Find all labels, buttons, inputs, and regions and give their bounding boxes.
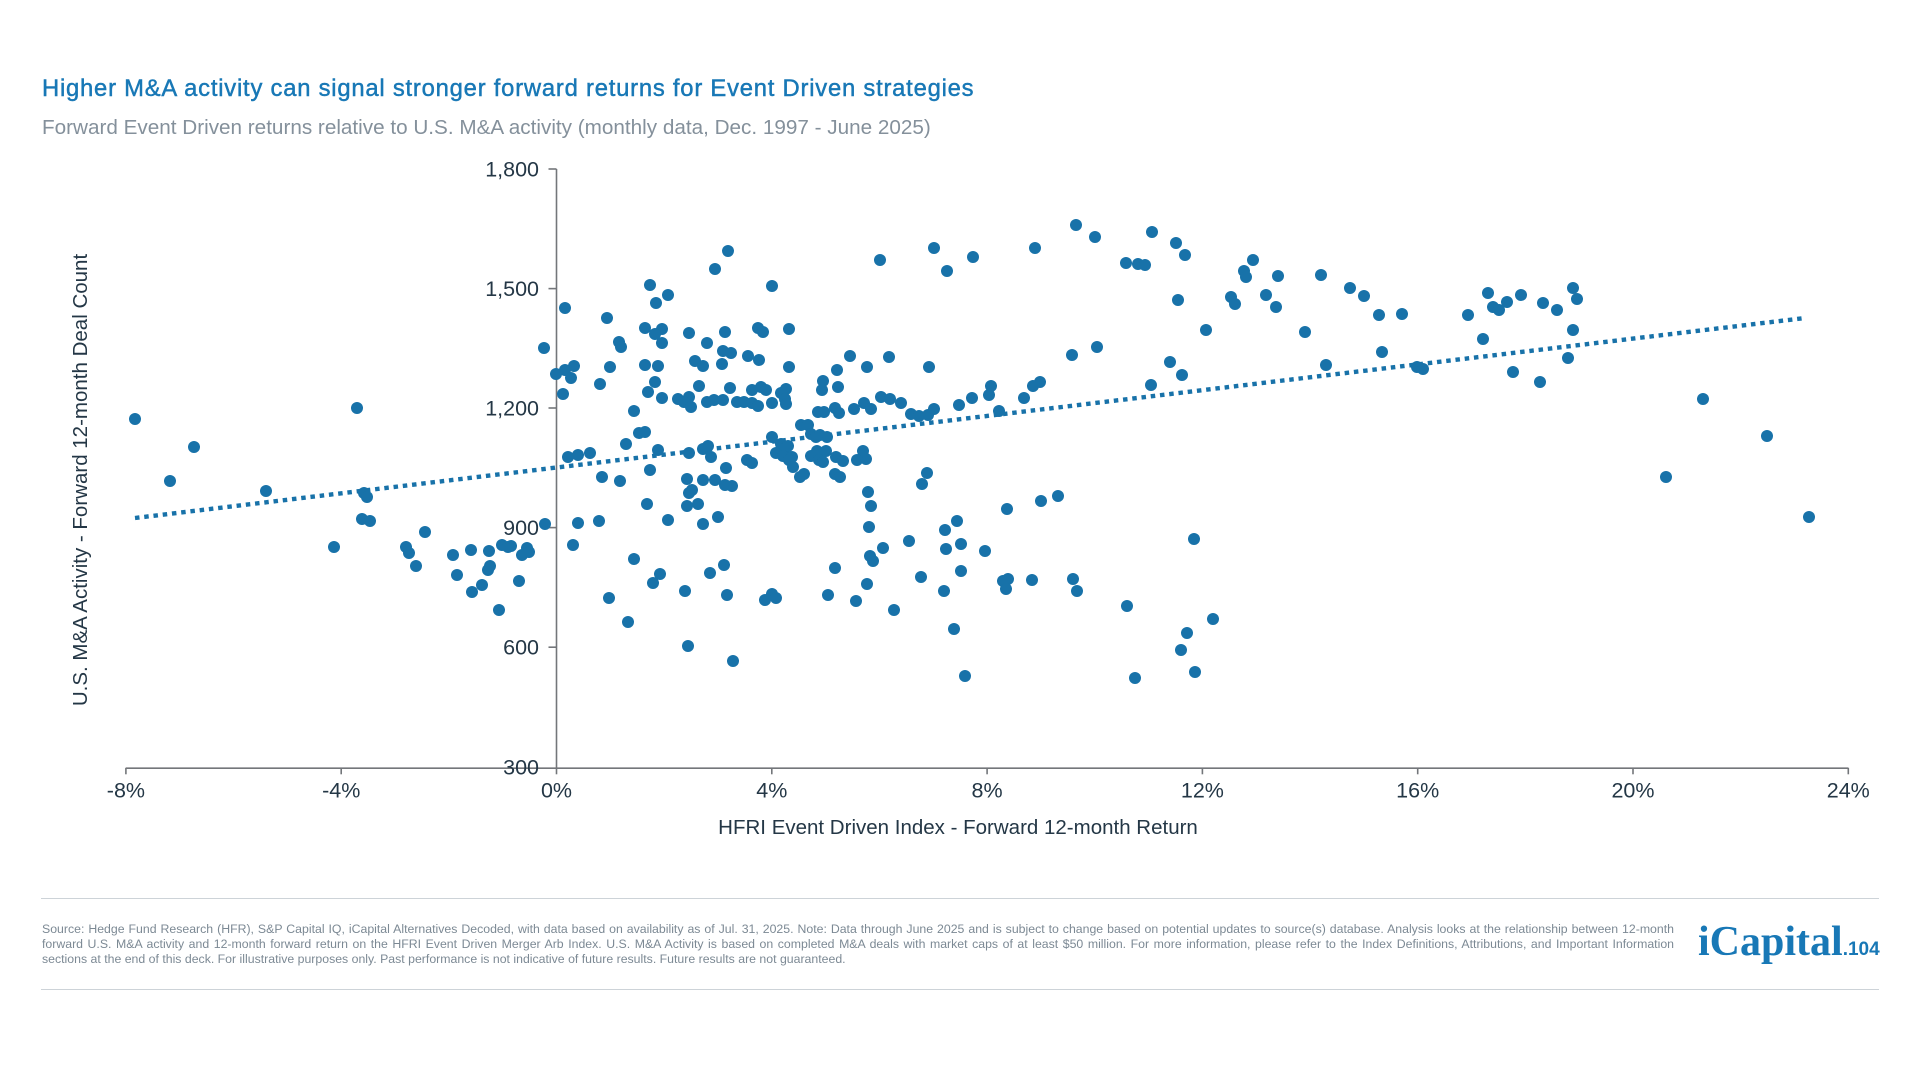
- svg-text:600: 600: [503, 636, 539, 660]
- svg-text:24%: 24%: [1827, 779, 1870, 803]
- svg-text:-4%: -4%: [322, 779, 360, 803]
- svg-text:1,500: 1,500: [485, 277, 539, 301]
- svg-text:HFRI Event Driven Index - Forw: HFRI Event Driven Index - Forward 12-mon…: [718, 816, 1198, 839]
- svg-text:1,200: 1,200: [485, 397, 539, 421]
- svg-text:300: 300: [503, 755, 539, 779]
- svg-text:4%: 4%: [756, 779, 787, 803]
- svg-text:12%: 12%: [1181, 779, 1224, 803]
- svg-text:-8%: -8%: [107, 779, 145, 803]
- svg-text:900: 900: [503, 516, 539, 540]
- svg-text:16%: 16%: [1396, 779, 1439, 803]
- svg-text:0%: 0%: [541, 779, 572, 803]
- svg-text:U.S. M&A Activity - Forward 12: U.S. M&A Activity - Forward 12-month Dea…: [69, 254, 92, 707]
- svg-text:8%: 8%: [972, 779, 1003, 803]
- svg-text:20%: 20%: [1611, 779, 1654, 803]
- svg-text:1,800: 1,800: [485, 158, 539, 182]
